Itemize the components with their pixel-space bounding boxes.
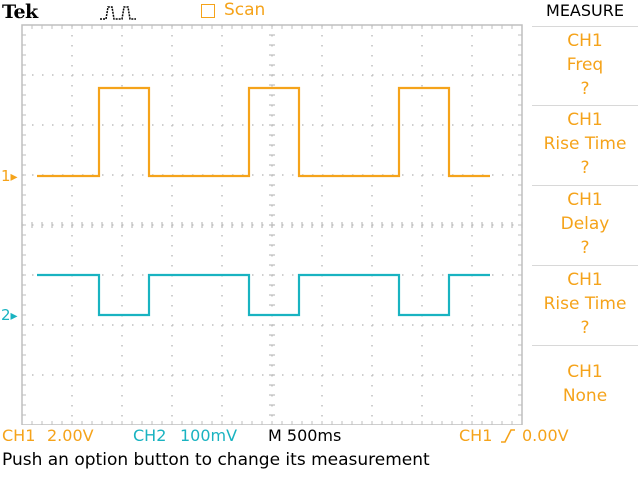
ch1-ground-marker[interactable]: 1▸ xyxy=(1,167,18,185)
waveform-display xyxy=(21,24,523,425)
measure-slot-2-button[interactable]: CH1 Rise Time ? xyxy=(543,110,627,178)
ch1-waveform xyxy=(37,86,490,178)
menu-divider xyxy=(532,185,638,186)
rising-edge-icon xyxy=(501,429,515,443)
trigger-state-indicator xyxy=(201,4,215,18)
menu-divider xyxy=(532,265,638,266)
measure-menu: MEASURE CH1 Freq ? CH1 Rise Time ? CH1 D… xyxy=(530,0,640,425)
menu-title: MEASURE xyxy=(546,1,624,20)
help-message: Push an option button to change its meas… xyxy=(2,450,430,470)
graticule-grid xyxy=(21,24,523,425)
measure-slot-1-button[interactable]: CH1 Freq ? xyxy=(566,31,604,99)
measure-slot-4-button[interactable]: CH1 Rise Time ? xyxy=(543,270,627,338)
ch1-label: CH1 xyxy=(2,426,36,445)
ch2-label: CH2 xyxy=(133,426,167,445)
menu-divider xyxy=(532,26,638,27)
status-bar: CH1 2.00V CH2 100mV M 500ms CH1 0.00V xyxy=(0,425,640,447)
ch2-scale: 100mV xyxy=(180,426,238,445)
menu-divider xyxy=(532,345,638,346)
status-header: Tek Scan xyxy=(0,0,530,24)
trigger-level: 0.00V xyxy=(522,426,569,445)
trigger-state-label: Scan xyxy=(224,0,266,20)
ch1-scale: 2.00V xyxy=(47,426,94,445)
menu-divider xyxy=(532,105,638,106)
acquisition-pulse-icon xyxy=(100,6,136,20)
trigger-source: CH1 xyxy=(459,426,493,445)
ch2-waveform xyxy=(37,273,490,317)
measure-slot-5-button[interactable]: CH1 None xyxy=(562,362,608,406)
measure-slot-3-button[interactable]: CH1 Delay ? xyxy=(560,190,610,258)
brand-logo: Tek xyxy=(2,1,38,23)
ch2-ground-marker[interactable]: 2▸ xyxy=(1,306,18,324)
timebase-readout: M 500ms xyxy=(268,426,342,445)
